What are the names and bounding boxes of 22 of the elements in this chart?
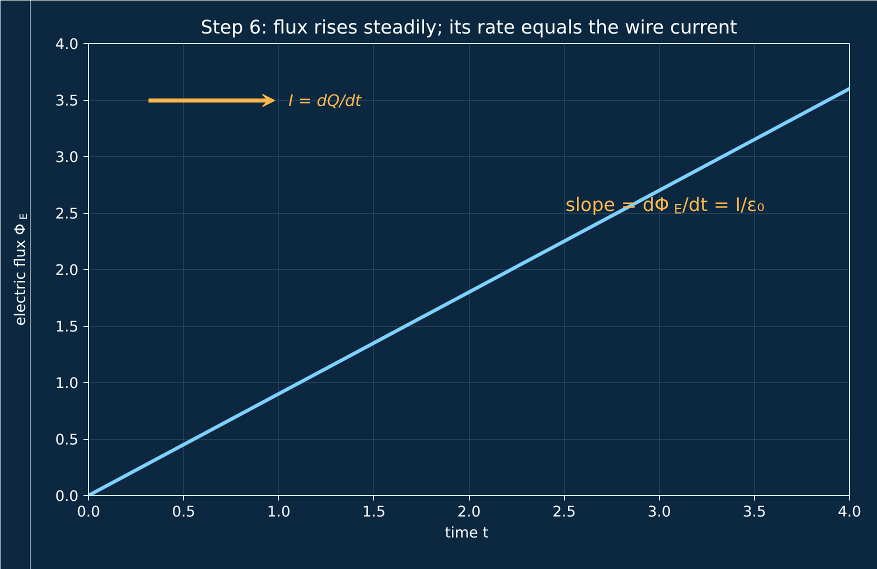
x-tick-label: 3.0 [648,504,671,520]
x-tick-label: 0.5 [172,504,196,520]
x-tick-label: 4.0 [838,504,862,520]
chart-title: Step 6: flux rises steadily; its rate equals the wire current [200,18,738,38]
y-tick-label: 2.0 [55,262,79,279]
y-tick-label: 1.5 [55,318,79,336]
y-tick-label: 1.0 [55,375,79,392]
x-tick-label: 3.5 [742,504,766,520]
y-tick-label: 0.0 [55,488,79,505]
y-tick-label: 0.5 [55,432,79,448]
annotation: I = dQ/dt [288,91,362,110]
y-tick-label: 2.5 [55,206,79,222]
y-tick-label: 4.0 [55,36,79,53]
x-tick-label: 1.0 [267,504,290,520]
y-tick-label: 3.0 [55,149,79,166]
x-tick-label: 0.0 [76,504,100,520]
x-tick-label: 1.5 [362,504,386,520]
x-tick-label: 2.0 [457,504,481,520]
y-axis-title: electric flux ΦE [12,213,30,326]
x-tick-label: 2.5 [552,504,576,520]
x-axis-title: time t [444,524,489,542]
y-tick-label: 3.5 [55,92,79,110]
